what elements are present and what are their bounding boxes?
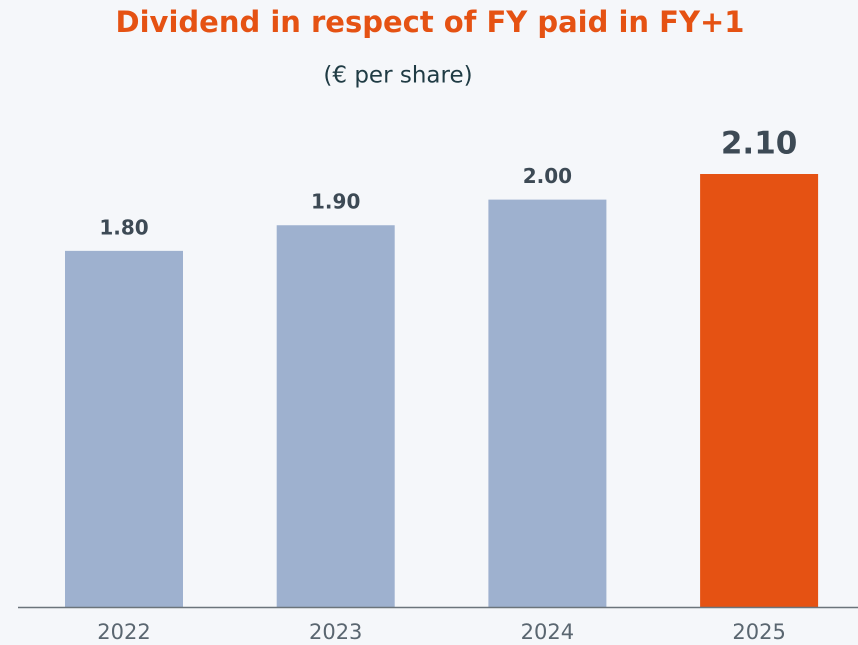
x-tick-label: 2025	[732, 620, 785, 644]
value-label: 1.90	[311, 190, 360, 214]
x-tick-label: 2023	[309, 620, 362, 644]
value-label: 2.10	[721, 126, 798, 162]
bar	[488, 199, 607, 607]
bar	[700, 174, 819, 607]
bar	[65, 250, 183, 608]
value-label: 2.00	[523, 164, 572, 188]
x-tick-label: 2024	[521, 620, 574, 644]
bar	[276, 225, 395, 607]
chart-title: Dividend in respect of FY paid in FY+1	[116, 5, 745, 39]
x-tick-label: 2022	[97, 620, 150, 644]
chart-subtitle: (€ per share)	[323, 63, 472, 89]
value-label: 1.80	[99, 215, 148, 239]
